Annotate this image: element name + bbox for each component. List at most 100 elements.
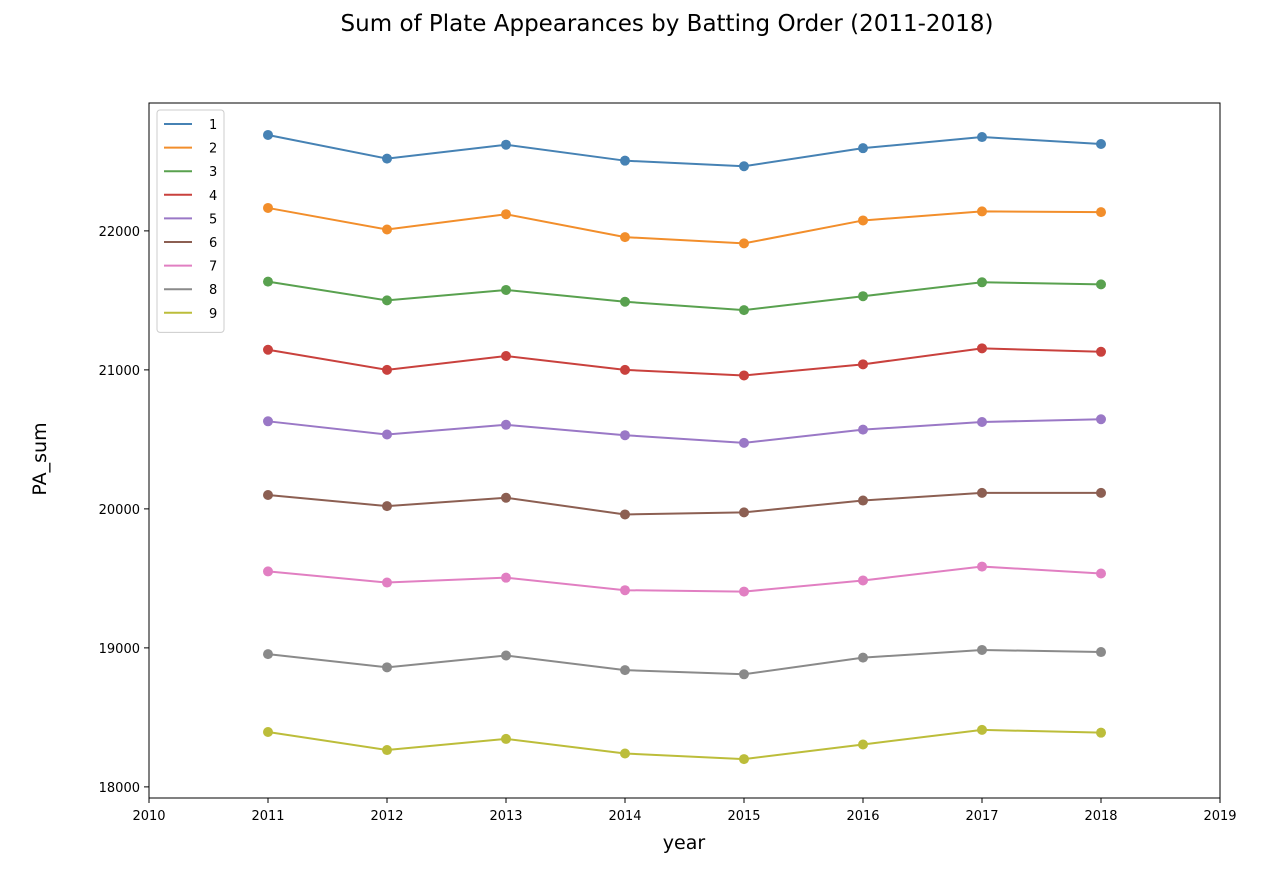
data-point	[501, 284, 511, 295]
y-axis: 18000 19000 20000 21000 22000	[99, 225, 149, 796]
data-point	[739, 238, 749, 249]
x-axis-label: year	[663, 832, 706, 854]
data-point	[382, 501, 392, 512]
y-axis-label: PA_sum	[29, 422, 51, 495]
series-7	[263, 561, 1106, 597]
data-point	[858, 215, 868, 226]
data-point	[382, 224, 392, 235]
series-line	[267, 728, 1102, 761]
y-tick-label: 21000	[99, 364, 140, 379]
x-tick-label: 2018	[1084, 809, 1117, 824]
data-point	[263, 726, 273, 737]
data-point	[620, 364, 630, 375]
plot-area	[148, 102, 1221, 799]
y-tick-label: 19000	[99, 642, 140, 657]
data-point	[263, 129, 273, 140]
legend-label: 9	[209, 307, 217, 322]
data-point	[858, 359, 868, 370]
series-line	[267, 280, 1102, 312]
data-point	[620, 748, 630, 759]
data-point	[858, 143, 868, 154]
series-4	[263, 343, 1106, 381]
legend-label: 4	[209, 189, 217, 204]
series-line	[267, 565, 1102, 593]
series-8	[263, 644, 1106, 680]
series-line	[267, 491, 1101, 516]
data-point	[739, 507, 749, 518]
legend-label: 6	[209, 236, 217, 251]
x-axis: 2010 2011 2012 2013 2014 2015 2016 2017 2018 2019	[132, 798, 1237, 824]
data-point	[1096, 414, 1106, 425]
data-point	[501, 650, 511, 661]
data-point	[858, 652, 868, 663]
data-point	[858, 424, 868, 435]
data-point	[620, 232, 630, 243]
series-2	[263, 202, 1106, 249]
data-point	[620, 509, 630, 520]
series-line	[267, 418, 1102, 444]
data-point	[620, 430, 630, 441]
series-6	[263, 487, 1106, 520]
data-point	[858, 739, 868, 750]
data-point	[620, 155, 630, 166]
data-point	[977, 132, 987, 143]
chart-title: Sum of Plate Appearances by Batting Orde…	[341, 11, 994, 37]
data-point	[858, 291, 868, 302]
legend-label: 1	[209, 118, 217, 133]
data-point	[1096, 487, 1106, 498]
data-point	[977, 206, 987, 217]
x-tick-label: 2017	[965, 809, 998, 824]
data-point	[263, 344, 273, 355]
data-point	[1096, 346, 1106, 357]
data-point	[739, 669, 749, 680]
y-tick-label: 18000	[99, 781, 140, 796]
data-point	[1096, 647, 1106, 658]
data-point	[382, 295, 392, 306]
legend-label: 3	[209, 165, 217, 180]
legend-label: 2	[209, 142, 217, 157]
data-point	[263, 202, 273, 213]
x-tick-label: 2019	[1203, 809, 1236, 824]
data-point	[977, 343, 987, 354]
data-point	[501, 209, 511, 220]
legend-label: 5	[209, 212, 217, 227]
series-9	[263, 724, 1106, 765]
x-tick-label: 2013	[489, 809, 522, 824]
data-point	[382, 364, 392, 375]
data-point	[501, 350, 511, 361]
x-tick-label: 2012	[370, 809, 403, 824]
data-point	[382, 429, 392, 440]
data-point	[263, 416, 273, 427]
data-point	[977, 561, 987, 572]
data-point	[501, 572, 511, 583]
data-point	[501, 733, 511, 744]
series-line	[267, 206, 1102, 245]
data-point	[501, 492, 511, 503]
data-point	[620, 665, 630, 676]
y-tick-label: 20000	[99, 503, 140, 518]
data-point	[263, 276, 273, 287]
series-5	[263, 414, 1106, 448]
data-point	[977, 277, 987, 288]
data-point	[739, 754, 749, 765]
data-point	[382, 577, 392, 588]
data-point	[977, 417, 987, 428]
data-point	[977, 644, 987, 655]
data-point	[1096, 139, 1106, 150]
data-point	[1096, 568, 1106, 579]
x-tick-label: 2010	[132, 809, 165, 824]
legend-label: 7	[209, 260, 217, 275]
data-point	[501, 419, 511, 430]
data-point	[1096, 279, 1106, 290]
data-point	[858, 495, 868, 506]
series-line	[267, 648, 1102, 676]
data-point	[263, 566, 273, 577]
legend: 1 2 3 4 5 6 7 8 9	[156, 109, 225, 333]
y-tick-label: 22000	[99, 225, 140, 240]
series-1	[263, 129, 1106, 172]
data-point	[977, 487, 987, 498]
data-point	[739, 305, 749, 316]
data-point	[263, 649, 273, 660]
data-point	[1096, 207, 1106, 218]
